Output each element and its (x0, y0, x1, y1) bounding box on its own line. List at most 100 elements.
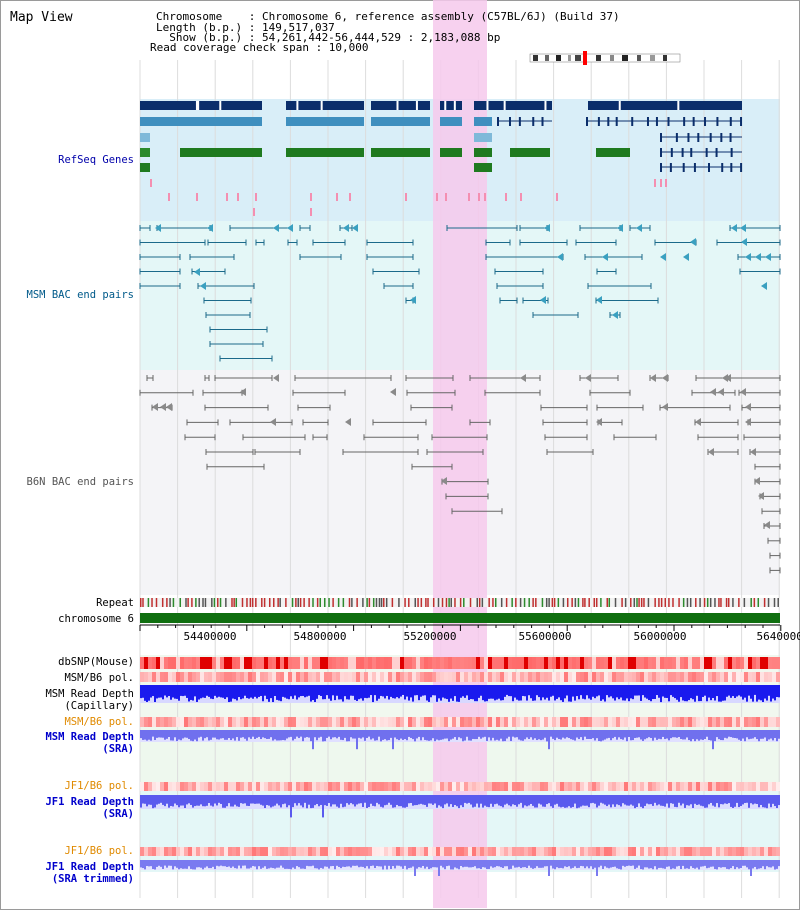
jf1-b6-pol-2-heat (660, 847, 664, 856)
ideogram-band (596, 55, 601, 61)
msm-depth-sra (698, 730, 700, 741)
jf1-depth-sra (310, 795, 312, 809)
jf1-depth-sra-trimmed (490, 860, 492, 867)
jf1-b6-pol-heat (572, 782, 576, 791)
track-label-refseq[interactable]: RefSeq Genes (58, 154, 134, 166)
dbsnp-heat (660, 657, 664, 669)
msm-b6-pol-heat (556, 672, 560, 682)
msm-b6-pol-heat (512, 672, 516, 682)
refseq-mark (654, 179, 656, 187)
dbsnp-heat (420, 657, 424, 669)
msm-depth-sra (430, 730, 432, 741)
msm-b6-pol-heat (524, 672, 528, 682)
jf1-depth-sra (184, 795, 186, 809)
jf1-b6-pol-heat (232, 782, 236, 791)
msm-depth-capillary (274, 685, 276, 697)
jf1-depth-sra (504, 795, 506, 805)
jf1-depth-sra-trimmed (722, 860, 724, 868)
msm-depth-capillary (172, 685, 174, 698)
jf1-depth-sra-trimmed (442, 860, 444, 868)
msm-b6-pol-heat (356, 672, 360, 682)
jf1-b6-pol-2-heat (604, 847, 608, 856)
jf1-depth-sra (436, 795, 438, 808)
track-label-b6n-bac[interactable]: B6N BAC end pairs (26, 476, 134, 488)
msm-depth-capillary (738, 685, 740, 696)
dbsnp-heat (252, 657, 256, 669)
jf1-depth-sra-trimmed (320, 860, 322, 868)
repeat-element (161, 598, 164, 607)
dbsnp-heat (712, 657, 716, 669)
gene-exon (690, 148, 693, 157)
msm-depth-capillary (766, 685, 768, 701)
repeat-element (545, 598, 548, 607)
b6n-bac-arrow (585, 374, 591, 382)
jf1-b6-pol-heat (224, 782, 228, 791)
jf1-depth-sra (692, 795, 694, 808)
dbsnp-heat (620, 657, 624, 669)
msm-depth-capillary (370, 685, 372, 696)
msm-depth-sra (172, 730, 174, 741)
msm-b6-pol-2-heat (300, 717, 304, 727)
jf1-depth-sra (606, 795, 608, 807)
msm-b6-pol-2-heat (612, 717, 616, 727)
jf1-depth-sra-trimmed (650, 860, 652, 869)
track-label-msm-bac[interactable]: MSM BAC end pairs (26, 289, 134, 301)
msm-depth-sra (390, 730, 392, 738)
jf1-depth-sra-trimmed (764, 860, 766, 870)
jf1-b6-pol-2-heat (596, 847, 600, 856)
msm-depth-capillary (312, 685, 314, 701)
jf1-depth-sra (698, 795, 700, 805)
msm-depth-sra (436, 730, 438, 740)
jf1-b6-pol-2-heat (560, 847, 564, 856)
msm-depth-sra (290, 730, 292, 737)
dbsnp-heat (200, 657, 204, 669)
jf1-b6-pol-2-heat (276, 847, 280, 856)
msm-depth-capillary (308, 685, 310, 696)
jf1-depth-sra-trimmed (234, 860, 236, 869)
repeat-element (535, 598, 537, 607)
msm-b6-pol-2-heat (776, 717, 780, 727)
msm-depth-capillary (166, 685, 168, 698)
msm-depth-capillary (376, 685, 378, 701)
jf1-b6-pol-2-heat (732, 847, 736, 856)
jf1-depth-sra (358, 795, 360, 804)
msm-b6-pol-2-heat (364, 717, 368, 727)
jf1-depth-sra-trimmed (434, 860, 436, 868)
msm-depth-capillary (474, 685, 476, 702)
jf1-depth-sra (702, 795, 704, 807)
jf1-depth-sra (442, 795, 444, 809)
jf1-depth-sra (298, 795, 300, 804)
msm-depth-sra (202, 730, 204, 741)
gene-block (440, 101, 462, 110)
jf1-b6-pol-heat (568, 782, 572, 791)
jf1-b6-pol-heat (664, 782, 668, 791)
msm-b6-pol-heat (704, 672, 708, 682)
msm-b6-pol-heat (312, 672, 316, 682)
msm-depth-capillary (498, 685, 500, 699)
msm-depth-sra (192, 730, 194, 742)
msm-depth-sra (774, 730, 776, 738)
msm-depth-sra (612, 730, 614, 739)
jf1-depth-sra (488, 795, 490, 808)
repeat-element (699, 598, 701, 607)
msm-b6-pol-2-heat (232, 717, 236, 727)
jf1-b6-pol-2-heat (156, 847, 160, 856)
repeat-element (492, 598, 494, 607)
jf1-depth-sra (686, 795, 688, 806)
msm-b6-pol-2-heat (752, 717, 756, 727)
jf1-depth-sra (598, 795, 600, 806)
repeat-element (328, 598, 330, 607)
msm-depth-capillary (162, 685, 164, 700)
jf1-depth-sra (676, 795, 678, 808)
jf1-depth-sra-trimmed (706, 860, 708, 869)
msm-depth-capillary (680, 685, 682, 698)
jf1-depth-sra (688, 795, 690, 806)
jf1-depth-sra (306, 795, 308, 809)
dbsnp-heat (564, 657, 568, 669)
jf1-b6-pol-2-heat (516, 847, 520, 856)
jf1-depth-sra (408, 795, 410, 804)
jf1-depth-sra (388, 795, 390, 803)
msm-b6-pol-heat (544, 672, 548, 682)
msm-bac-arrow (207, 224, 213, 232)
